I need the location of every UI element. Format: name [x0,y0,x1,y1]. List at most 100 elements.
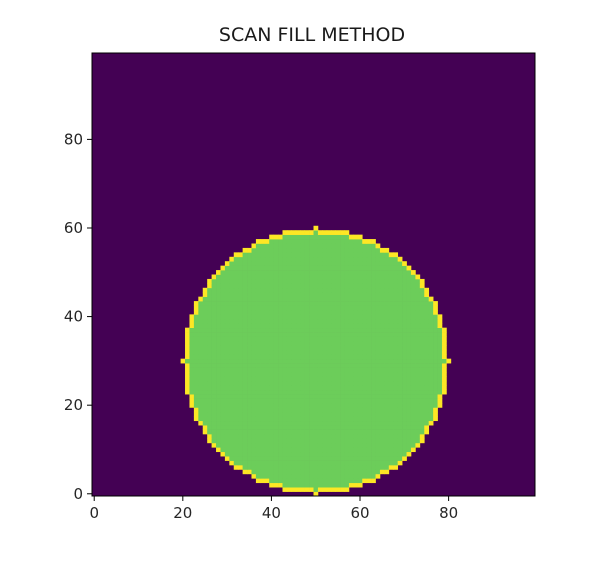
heatmap-cell-fill [335,429,341,435]
heatmap-cell-fill [419,305,425,311]
heatmap-cell-fill [238,371,243,377]
heatmap-cell-fill [193,340,199,346]
heatmap-cell-fill [295,385,301,391]
heatmap-cell-fill [313,433,319,439]
heatmap-cell-boundary [406,265,412,271]
heatmap-cell-fill [362,252,368,258]
heatmap-cell-fill [233,261,239,266]
heatmap-cell-fill [419,345,425,351]
heatmap-cell-fill [335,371,341,377]
heatmap-cell-fill [193,385,199,391]
heatmap-cell-fill [211,345,217,351]
heatmap-cell-fill [247,425,252,430]
heatmap-cell-fill [335,256,341,262]
heatmap-cell-fill [393,442,399,448]
heatmap-cell-boundary [331,487,336,492]
heatmap-cell-fill [220,385,226,391]
heatmap-cell-fill [216,385,221,391]
heatmap-cell-fill [282,411,288,417]
heatmap-cell-fill [335,442,341,448]
heatmap-cell-boundary [251,243,257,249]
heatmap-cell-fill [304,425,310,430]
heatmap-cell-fill [379,425,385,430]
heatmap-cell-fill [242,371,248,377]
heatmap-cell-boundary [433,309,438,315]
heatmap-cell-fill [384,411,390,417]
heatmap-cell-fill [317,371,323,377]
heatmap-cell-fill [238,323,243,329]
heatmap-cell-fill [251,327,257,333]
heatmap-cell-fill [357,464,363,470]
heatmap-cell-fill [366,363,372,368]
heatmap-cell-fill [282,402,288,408]
heatmap-cell-fill [424,314,430,320]
heatmap-cell-fill [344,478,350,484]
heatmap-cell-fill [229,318,235,324]
heatmap-cell-fill [278,469,283,475]
heatmap-cell-fill [220,292,226,297]
heatmap-cell-fill [371,354,376,360]
heatmap-cell-fill [291,442,297,448]
heatmap-cell-fill [282,380,288,386]
heatmap-cell-fill [278,349,283,355]
heatmap-cell-fill [229,323,235,329]
heatmap-cell-fill [189,376,195,382]
heatmap-cell-fill [198,349,204,355]
heatmap-cell-fill [207,429,212,435]
heatmap-cell-fill [397,358,403,364]
heatmap-cell-fill [260,367,266,373]
heatmap-cell-fill [291,416,297,422]
heatmap-cell-fill [344,376,350,382]
heatmap-cell-fill [260,296,266,302]
heatmap-image [92,53,535,497]
heatmap-cell-fill [344,252,350,258]
heatmap-cell-fill [348,371,354,377]
heatmap-cell-fill [291,411,297,417]
heatmap-cell-fill [322,234,328,240]
heatmap-cell-fill [282,464,288,470]
heatmap-cell-fill [424,363,430,368]
heatmap-cell-fill [202,402,208,408]
heatmap-cell-fill [251,261,257,266]
heatmap-cell-fill [220,367,226,373]
heatmap-cell-fill [340,402,345,408]
heatmap-cell-fill [353,464,359,470]
heatmap-cell-fill [304,447,310,453]
heatmap-cell-fill [286,371,292,377]
heatmap-cell-fill [397,425,403,430]
heatmap-cell-fill [233,318,239,324]
heatmap-cell-fill [273,451,279,457]
heatmap-cell-fill [286,380,292,386]
heatmap-cell-fill [251,305,257,311]
heatmap-cell-fill [366,425,372,430]
heatmap-cell-fill [317,323,323,329]
heatmap-cell-fill [322,407,328,413]
heatmap-cell-fill [371,270,376,275]
heatmap-cell-fill [410,327,416,333]
heatmap-cell-fill [229,305,235,311]
heatmap-cell-fill [278,394,283,399]
heatmap-cell-fill [193,394,199,399]
heatmap-cell-fill [437,389,443,395]
heatmap-cell-fill [384,323,390,329]
heatmap-cell-fill [357,376,363,382]
heatmap-cell-fill [357,354,363,360]
heatmap-cell-fill [211,340,217,346]
heatmap-cell-fill [229,287,235,293]
heatmap-cell-fill [273,243,279,249]
heatmap-cell-fill [353,239,359,244]
heatmap-cell-fill [348,349,354,355]
heatmap-cell-fill [233,447,239,453]
heatmap-cell-fill [353,469,359,475]
heatmap-cell-fill [300,394,305,399]
heatmap-cell-fill [375,464,381,470]
heatmap-cell-fill [410,380,416,386]
heatmap-cell-fill [309,464,314,470]
heatmap-cell-fill [397,274,403,280]
heatmap-cell-fill [335,447,341,453]
heatmap-cell-fill [419,336,425,342]
heatmap-cell-fill [216,420,221,426]
heatmap-cell-fill [344,451,350,457]
heatmap-cell-boundary [260,239,266,244]
heatmap-cell-fill [224,398,230,404]
